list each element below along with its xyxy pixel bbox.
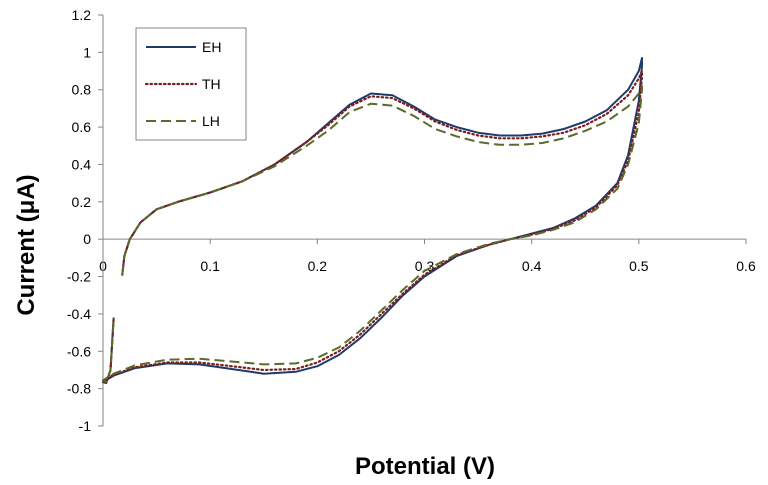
y-tick-label: 1.2 — [72, 7, 92, 23]
y-tick-label: -0.2 — [67, 269, 91, 285]
series-line-lh — [102, 85, 643, 384]
x-tick-label: 0.5 — [629, 258, 649, 274]
y-tick-label: -0.4 — [67, 306, 91, 322]
y-axis-ticks: 1.2 1 0.8 0.6 0.4 0.2 0 -0.2 -0.4 -0.6 -0.8 -1 — [67, 7, 103, 434]
y-tick-label: -1 — [79, 418, 92, 434]
y-tick-label: -0.8 — [67, 381, 91, 397]
y-tick-label: 0.4 — [72, 156, 92, 172]
y-axis-title: Current (μA) — [13, 174, 40, 315]
series-line-th — [101, 69, 644, 385]
y-tick-label: 1 — [83, 44, 91, 60]
legend: EH TH LH — [135, 27, 247, 141]
y-tick-label: 0 — [83, 231, 91, 247]
x-tick-label: 0.2 — [308, 258, 328, 274]
legend-label-th: TH — [202, 76, 221, 92]
x-tick-label: 0.4 — [522, 258, 542, 274]
legend-label-eh: EH — [202, 39, 221, 55]
y-tick-label: 0.6 — [72, 119, 92, 135]
y-tick-label: -0.6 — [67, 343, 91, 359]
legend-label-lh: LH — [202, 113, 220, 129]
x-tick-label: 0.3 — [415, 258, 435, 274]
series-group — [101, 57, 644, 385]
y-tick-label: 0.2 — [72, 194, 92, 210]
y-tick-label: 0.8 — [72, 82, 92, 98]
x-tick-label: 0.1 — [200, 258, 220, 274]
x-tick-label: 0.6 — [736, 258, 756, 274]
x-axis-title: Potential (V) — [355, 453, 495, 480]
